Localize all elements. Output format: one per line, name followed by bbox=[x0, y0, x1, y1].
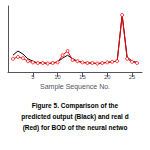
svg-text:Sample Sequence No.: Sample Sequence No. bbox=[40, 83, 110, 91]
svg-text:15: 15 bbox=[79, 74, 86, 80]
svg-text:Figure 5. Comparison of the: Figure 5. Comparison of the bbox=[32, 102, 119, 110]
svg-text:predicted output (Black) and r: predicted output (Black) and real d bbox=[21, 113, 128, 121]
svg-text:20: 20 bbox=[104, 74, 111, 80]
svg-text:10: 10 bbox=[54, 74, 61, 80]
svg-text:5: 5 bbox=[31, 74, 35, 80]
svg-text:25: 25 bbox=[129, 74, 136, 80]
svg-text:(Red) for BOD of the neural ne: (Red) for BOD of the neural netwo bbox=[23, 124, 128, 132]
